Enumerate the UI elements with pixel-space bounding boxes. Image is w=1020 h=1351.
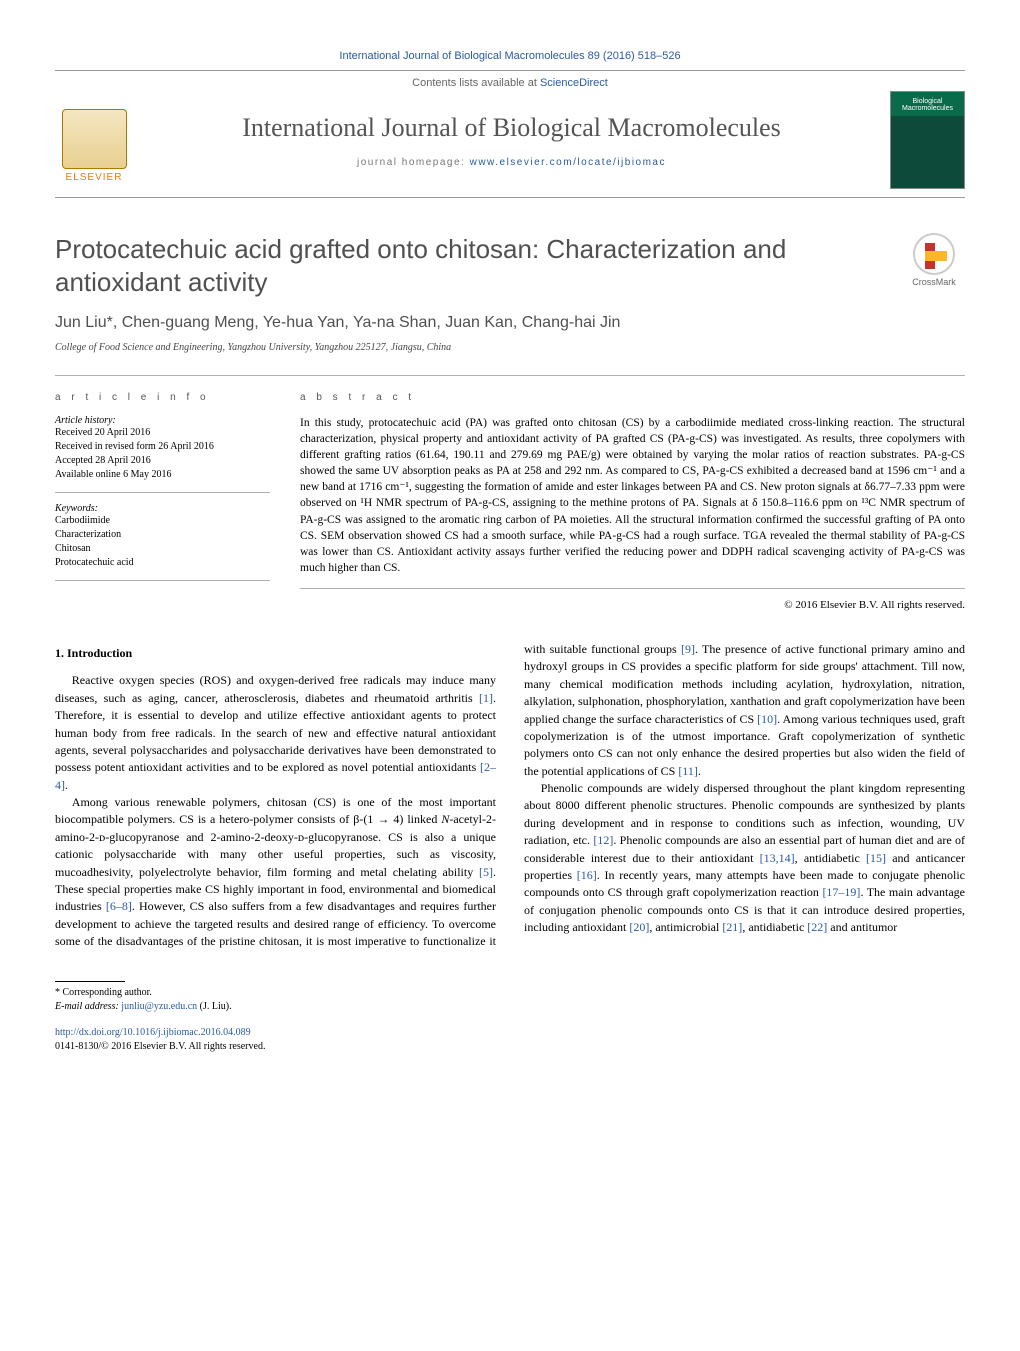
accepted-date: Accepted 28 April 2016 [55, 454, 270, 468]
crossmark-icon [913, 233, 955, 275]
keyword-item: Characterization [55, 528, 270, 542]
ref-link[interactable]: [15] [866, 851, 886, 865]
ref-link[interactable]: [12] [593, 833, 613, 847]
article-title: Protocatechuic acid grafted onto chitosa… [55, 233, 903, 298]
crossmark-badge[interactable]: CrossMark [903, 233, 965, 295]
sciencedirect-link[interactable]: ScienceDirect [540, 77, 608, 89]
contents-prefix: Contents lists available at [412, 77, 540, 89]
ref-link[interactable]: [10] [757, 712, 777, 726]
ref-link[interactable]: [22] [807, 920, 827, 934]
keyword-item: Chitosan [55, 542, 270, 556]
cover-title: Biological Macromolecules [891, 98, 964, 112]
ref-link[interactable]: [17–19] [822, 885, 860, 899]
article-info-column: a r t i c l e i n f o Article history: R… [55, 392, 270, 611]
abstract-copyright: © 2016 Elsevier B.V. All rights reserved… [300, 599, 965, 611]
corresponding-author-note: * Corresponding author. [55, 986, 965, 1000]
ref-link[interactable]: [11] [678, 764, 698, 778]
received-date: Received 20 April 2016 [55, 426, 270, 440]
paragraph: Phenolic compounds are widely dispersed … [524, 780, 965, 937]
ref-link[interactable]: [16] [577, 868, 597, 882]
journal-title: International Journal of Biological Macr… [133, 113, 890, 143]
elsevier-wordmark: ELSEVIER [66, 172, 123, 183]
journal-homepage: journal homepage: www.elsevier.com/locat… [133, 157, 890, 168]
keywords-label: Keywords: [55, 503, 270, 514]
affiliation: College of Food Science and Engineering,… [55, 342, 965, 353]
abstract-text: In this study, protocatechuic acid (PA) … [300, 415, 965, 589]
history-label: Article history: [55, 415, 270, 426]
homepage-prefix: journal homepage: [357, 157, 470, 168]
elsevier-tree-icon [62, 109, 127, 169]
article-info-heading: a r t i c l e i n f o [55, 392, 270, 403]
keyword-item: Protocatechuic acid [55, 556, 270, 570]
ref-link[interactable]: [13,14] [760, 851, 795, 865]
journal-block: International Journal of Biological Macr… [133, 113, 890, 168]
doi-link[interactable]: http://dx.doi.org/10.1016/j.ijbiomac.201… [55, 1027, 251, 1038]
masthead: ELSEVIER International Journal of Biolog… [55, 91, 965, 189]
ref-link[interactable]: [1] [479, 691, 493, 705]
ref-link[interactable]: [9] [681, 642, 695, 656]
masthead-rule [55, 197, 965, 198]
elsevier-logo: ELSEVIER [55, 98, 133, 183]
email-line: E-mail address: junliu@yzu.edu.cn (J. Li… [55, 1000, 965, 1014]
keyword-item: Carbodiimide [55, 514, 270, 528]
body-text: 1. Introduction Reactive oxygen species … [55, 641, 965, 951]
homepage-link[interactable]: www.elsevier.com/locate/ijbiomac [470, 157, 666, 168]
footnote-rule [55, 981, 125, 982]
author-list: Jun Liu*, Chen-guang Meng, Ye-hua Yan, Y… [55, 314, 965, 332]
journal-cover-thumb: Biological Macromolecules [890, 91, 965, 189]
email-label: E-mail address: [55, 1001, 121, 1012]
scidirect-line: Contents lists available at ScienceDirec… [55, 70, 965, 89]
email-name: (J. Liu). [197, 1001, 231, 1012]
online-date: Available online 6 May 2016 [55, 468, 270, 482]
footer: * Corresponding author. E-mail address: … [55, 981, 965, 1054]
revised-date: Received in revised form 26 April 2016 [55, 440, 270, 454]
ref-link[interactable]: [5] [479, 865, 493, 879]
ref-link[interactable]: [6–8] [106, 899, 132, 913]
ref-link[interactable]: [20] [629, 920, 649, 934]
section-heading-intro: 1. Introduction [55, 645, 496, 662]
crossmark-label: CrossMark [912, 277, 956, 287]
paragraph: Reactive oxygen species (ROS) and oxygen… [55, 672, 496, 794]
abstract-column: a b s t r a c t In this study, protocate… [300, 392, 965, 611]
running-header: International Journal of Biological Macr… [55, 50, 965, 62]
issn-copyright: 0141-8130/© 2016 Elsevier B.V. All right… [55, 1040, 965, 1054]
abstract-heading: a b s t r a c t [300, 392, 965, 403]
ref-link[interactable]: [2–4] [55, 760, 496, 791]
author-email-link[interactable]: junliu@yzu.edu.cn [121, 1001, 197, 1012]
ref-link[interactable]: [21] [722, 920, 742, 934]
